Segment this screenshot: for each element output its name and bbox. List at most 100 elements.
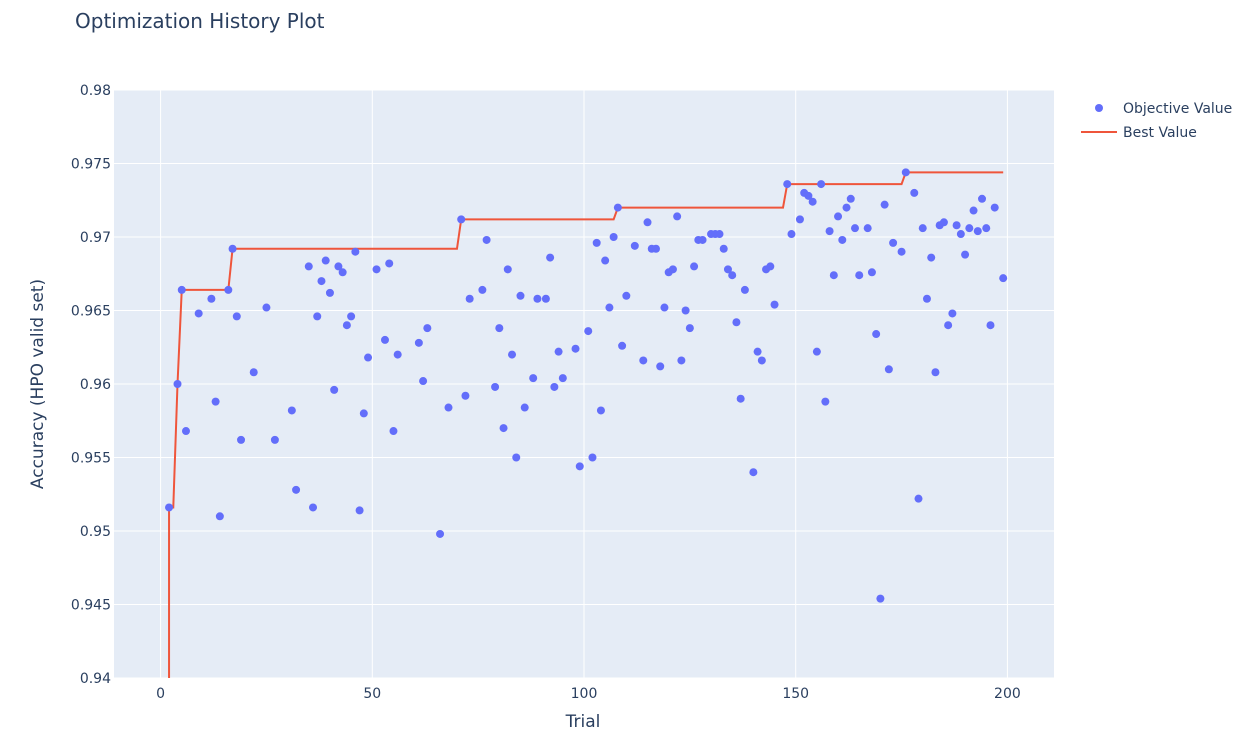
objective-value-point [609,233,618,241]
objective-value-point [554,347,563,356]
objective-value-point [656,362,665,371]
objective-value-point [211,397,220,406]
objective-value-point [541,294,550,303]
objective-value-point [690,262,699,271]
legend-label-best-value[interactable]: Best Value [1123,125,1197,141]
chart-title: Optimization History Plot [75,9,325,33]
objective-value-point [512,453,521,462]
x-tick-label: 0 [156,686,165,702]
objective-value-point [317,277,326,286]
objective-value-point [262,303,271,312]
objective-value-point [728,271,737,280]
objective-value-point [838,235,847,244]
data-marks [165,168,1008,678]
objective-value-point [787,230,796,239]
objective-value-point [630,241,639,250]
objective-value-point [723,265,732,274]
objective-value-point [668,265,677,274]
legend-label-objective-value[interactable]: Objective Value [1123,101,1232,117]
objective-value-point [867,268,876,277]
best-value-line [168,171,1004,678]
y-tick-label: 0.965 [71,304,111,320]
x-tick-label: 200 [994,686,1021,702]
objective-value-point [304,262,313,271]
objective-value-point [982,224,991,233]
objective-value-point [419,377,428,386]
objective-value-point [359,409,368,418]
objective-value-point [910,188,919,197]
objective-value-point [558,374,567,383]
y-axis-title: Accuracy (HPO valid set) [28,279,48,489]
objective-value-point [330,385,339,394]
objective-value-point [228,244,237,253]
objective-value-point [952,221,961,230]
grid-lines [114,89,1054,679]
objective-value-point [643,218,652,227]
objective-value-point [465,294,474,303]
objective-value-point [795,215,804,224]
objective-value-point [804,191,813,200]
objective-value-point [850,224,859,233]
objective-value-point [516,291,525,300]
objective-value-point [931,368,940,377]
objective-value-point [770,300,779,309]
objective-value-point [660,303,669,312]
objective-value-point [740,285,749,294]
objective-value-point [897,247,906,256]
objective-value-point [829,271,838,280]
objective-value-point [237,435,246,444]
objective-value-point [736,394,745,403]
objective-value-point [414,338,423,347]
objective-value-point [613,203,622,212]
objective-value-point [508,350,517,359]
objective-value-point [601,256,610,265]
objective-value-point [215,512,224,521]
objective-value-point [766,262,775,271]
objective-value-point [495,324,504,333]
objective-value-point [287,406,296,415]
objective-value-point [313,312,322,321]
objective-value-point [783,180,792,189]
objective-value-point [605,303,614,312]
objective-value-point [249,368,258,377]
objective-value-point [571,344,580,353]
x-tick-label: 100 [571,686,598,702]
objective-value-point [478,285,487,294]
objective-value-point [639,356,648,365]
y-tick-label: 0.97 [80,230,111,246]
objective-value-point [872,330,881,339]
objective-value-point [355,506,364,515]
y-tick-label: 0.975 [71,157,111,173]
objective-value-point [165,503,174,512]
legend[interactable]: Objective Value Best Value [1081,101,1232,141]
objective-value-point [461,391,470,400]
objective-value-point [812,347,821,356]
objective-value-point [685,324,694,333]
objective-value-point [584,327,593,336]
objective-value-point [855,271,864,280]
objective-value-point [338,268,347,277]
objective-value-point [715,230,724,239]
objective-value-point [588,453,597,462]
objective-value-point [808,197,817,206]
objective-value-point [948,309,957,318]
objective-value-point [622,291,631,300]
objective-value-point [990,203,999,212]
objective-value-point [380,335,389,344]
objective-value-point [520,403,529,412]
objective-value-point [927,253,936,262]
objective-value-point [732,318,741,327]
objective-value-point [825,227,834,236]
objective-value-point [389,427,398,436]
objective-value-point [529,374,538,383]
objective-value-point [385,259,394,268]
y-tick-label: 0.945 [71,598,111,614]
objective-value-point [918,224,927,233]
objective-value-point [914,494,923,503]
objective-value-point [961,250,970,259]
y-tick-label: 0.955 [71,451,111,467]
objective-value-point [482,235,491,244]
objective-value-point [181,427,190,436]
objective-value-point [922,294,931,303]
